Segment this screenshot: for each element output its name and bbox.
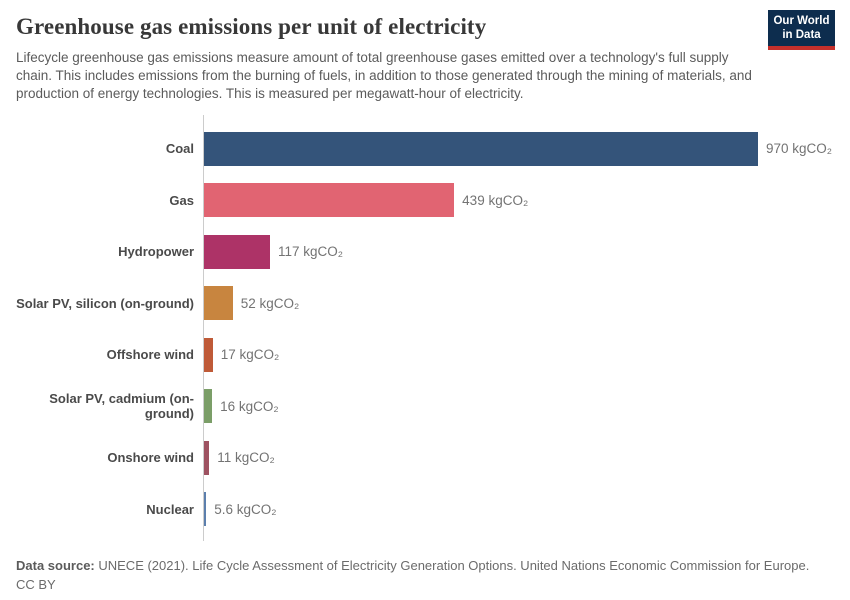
- footer: Data source: UNECE (2021). Life Cycle As…: [16, 556, 834, 595]
- chart-row: Offshore wind 17 kgCO₂: [16, 329, 834, 381]
- category-label: Offshore wind: [106, 347, 194, 363]
- chart-row: Coal 970 kgCO₂: [16, 123, 834, 175]
- bar-onshore-wind[interactable]: [203, 440, 210, 475]
- license-label[interactable]: CC BY: [16, 577, 56, 593]
- chart-row: Gas 439 kgCO₂: [16, 174, 834, 226]
- bar-solar-pv-silicon-on-ground-[interactable]: [203, 286, 233, 321]
- value-label: 970 kgCO₂: [766, 141, 833, 157]
- category-label: Hydropower: [118, 244, 194, 260]
- bar-area: 11 kgCO₂: [203, 432, 834, 484]
- value-label: 52 kgCO₂: [240, 295, 300, 311]
- bar-hydropower[interactable]: [203, 234, 270, 269]
- data-source-label: Data source:: [16, 557, 95, 573]
- data-source-text: UNECE (2021). Life Cycle Assessment of E…: [94, 557, 810, 573]
- category-label: Nuclear: [146, 501, 194, 517]
- value-label: 17 kgCO₂: [220, 347, 280, 363]
- bar-area: 52 kgCO₂: [203, 277, 834, 329]
- category-label: Solar PV, silicon (on-ground): [16, 295, 194, 311]
- y-axis-line: [203, 114, 204, 541]
- bar-area: 17 kgCO₂: [203, 329, 834, 381]
- bar-area: 5.6 kgCO₂: [203, 483, 834, 535]
- category-label: Gas: [169, 192, 194, 208]
- chart-row: Hydropower 117 kgCO₂: [16, 226, 834, 278]
- owid-logo-line2: in Data: [782, 29, 821, 41]
- chart-row: Nuclear 5.6 kgCO₂: [16, 483, 834, 535]
- owid-logo-line1: Our World: [773, 14, 830, 27]
- bar-area: 117 kgCO₂: [203, 226, 834, 278]
- chart-row: Solar PV, cadmium (on-ground) 16 kgCO₂: [16, 380, 834, 432]
- category-label: Solar PV, cadmium (on-ground): [49, 391, 194, 422]
- chart-row: Solar PV, silicon (on-ground) 52 kgCO₂: [16, 277, 834, 329]
- category-label: Coal: [165, 141, 194, 157]
- page-title: Greenhouse gas emissions per unit of ele…: [16, 14, 487, 39]
- bar-nuclear[interactable]: [203, 492, 207, 527]
- bar-coal[interactable]: [203, 131, 758, 166]
- bar-gas[interactable]: [203, 183, 455, 218]
- bar-chart: Coal 970 kgCO₂ Gas 439 kgCO₂ Hydropower 117 k…: [16, 114, 834, 541]
- data-source-line: Data source: UNECE (2021). Life Cycle As…: [16, 556, 834, 576]
- category-label: Onshore wind: [107, 450, 194, 466]
- value-label: 117 kgCO₂: [277, 244, 343, 260]
- chart-row: Onshore wind 11 kgCO₂: [16, 432, 834, 484]
- bar-offshore-wind[interactable]: [203, 337, 213, 372]
- value-label: 5.6 kgCO₂: [214, 501, 277, 517]
- bar-area: 16 kgCO₂: [203, 380, 834, 432]
- bar-solar-pv-cadmium-on-ground-[interactable]: [203, 389, 213, 424]
- chart-rows: Coal 970 kgCO₂ Gas 439 kgCO₂ Hydropower 117 k…: [16, 123, 834, 535]
- value-label: 11 kgCO₂: [217, 450, 275, 466]
- chart-subtitle: Lifecycle greenhouse gas emissions measu…: [16, 50, 752, 101]
- bar-area: 970 kgCO₂: [203, 123, 834, 175]
- value-label: 439 kgCO₂: [462, 192, 529, 208]
- value-label: 16 kgCO₂: [220, 398, 279, 414]
- owid-logo[interactable]: Our World in Data: [768, 10, 835, 50]
- bar-area: 439 kgCO₂: [203, 174, 834, 226]
